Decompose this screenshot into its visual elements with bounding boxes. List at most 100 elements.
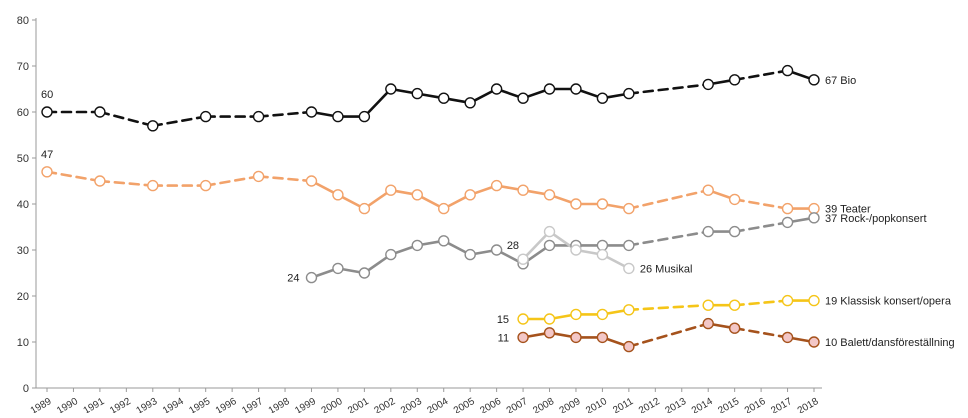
data-point-teater — [358, 202, 371, 215]
x-tick-label: 2004 — [425, 396, 450, 413]
end-label-musikal: 26 Musikal — [640, 263, 693, 275]
series-segment-klassisk-konsert-opera — [733, 299, 789, 307]
series-segment-teater — [257, 175, 313, 183]
data-point-klassisk-konsert-opera — [623, 304, 635, 316]
data-point-rock-popkonsert — [623, 239, 635, 252]
data-point-bio — [41, 106, 53, 118]
data-point-teater — [623, 202, 635, 215]
data-point-teater — [332, 189, 344, 201]
series-segment-teater — [204, 175, 260, 187]
series-segment-bio — [627, 83, 710, 95]
series-segment-teater — [45, 170, 102, 183]
data-point-teater — [41, 166, 53, 178]
x-tick-label: 2009 — [558, 396, 583, 413]
x-tick-label: 1990 — [55, 396, 80, 413]
x-tick-label: 1994 — [161, 396, 186, 413]
end-label-balett-dansf-rest-llning: 10 Balett/dansföreställning — [825, 337, 955, 349]
data-point-bio — [358, 110, 371, 123]
data-point-klassisk-konsert-opera — [781, 294, 794, 307]
data-point-musikal — [596, 248, 609, 261]
data-point-bio — [781, 64, 794, 77]
y-tick-label: 70 — [17, 61, 29, 73]
start-label-teater: 47 — [41, 149, 53, 161]
y-tick-label: 10 — [17, 337, 29, 349]
x-tick-label: 2018 — [796, 396, 821, 413]
data-point-rock-popkonsert — [332, 262, 344, 275]
series-segment-rock-popkonsert — [733, 221, 789, 233]
end-label-bio: 67 Bio — [825, 75, 856, 87]
x-tick-label: 2006 — [478, 396, 503, 413]
x-tick-label: 1991 — [82, 396, 107, 413]
start-label-klassisk-konsert-opera: 15 — [497, 314, 509, 326]
data-point-bio — [438, 92, 450, 104]
series-segment-bio — [151, 115, 207, 128]
data-point-teater — [252, 170, 265, 183]
data-point-teater — [517, 184, 529, 196]
y-tick-label: 50 — [17, 153, 29, 165]
data-point-bio — [728, 74, 741, 86]
data-point-bio — [543, 83, 556, 95]
series-markers — [41, 64, 820, 353]
data-point-teater — [411, 189, 423, 201]
start-label-musikal: 28 — [507, 240, 519, 252]
x-tick-label: 1993 — [135, 396, 160, 413]
data-point-klassisk-konsert-opera — [702, 299, 714, 311]
data-point-bio — [332, 110, 344, 123]
data-point-rock-popkonsert — [305, 271, 318, 284]
y-tick-label: 20 — [17, 291, 29, 303]
x-tick-label: 2015 — [716, 396, 741, 413]
data-point-bio — [517, 92, 529, 104]
data-point-rock-popkonsert — [385, 248, 397, 261]
series-segment-teater — [733, 198, 789, 210]
series-segment-teater — [627, 188, 710, 210]
data-point-balett-dansf-rest-llning — [702, 317, 714, 330]
data-point-musikal — [517, 253, 529, 265]
data-point-rock-popkonsert — [543, 239, 556, 252]
data-point-bio — [623, 87, 635, 100]
data-point-teater — [147, 179, 159, 192]
data-point-klassisk-konsert-opera — [570, 308, 582, 321]
data-point-rock-popkonsert — [808, 212, 820, 224]
x-tick-label: 1997 — [240, 396, 265, 413]
y-tick-label: 30 — [17, 245, 29, 257]
data-point-balett-dansf-rest-llning — [623, 340, 635, 353]
data-point-rock-popkonsert — [702, 225, 714, 238]
data-point-bio — [808, 74, 820, 86]
series-segment-balett-dansf-rest-llning — [733, 326, 789, 339]
data-point-teater — [570, 198, 582, 210]
start-label-rock-popkonsert: 24 — [287, 273, 299, 285]
y-tick-label: 0 — [23, 383, 29, 395]
x-tick-label: 2010 — [584, 396, 609, 413]
data-point-musikal — [570, 244, 582, 256]
x-tick-label: 1999 — [293, 396, 318, 413]
data-point-teater — [305, 175, 318, 187]
data-point-teater — [438, 202, 450, 215]
x-tick-label: 2011 — [611, 396, 636, 413]
y-tick-label: 60 — [17, 107, 29, 119]
series-segment-bio — [257, 110, 313, 118]
data-point-musikal — [623, 262, 635, 275]
y-tick-label: 80 — [17, 15, 29, 27]
x-tick-label: 2016 — [743, 396, 768, 413]
data-point-teater — [596, 198, 609, 210]
data-point-rock-popkonsert — [728, 225, 741, 238]
y-tick-label: 40 — [17, 199, 29, 211]
data-point-balett-dansf-rest-llning — [570, 331, 582, 344]
data-point-klassisk-konsert-opera — [517, 313, 529, 325]
data-point-bio — [385, 83, 397, 95]
data-point-bio — [147, 120, 159, 132]
x-tick-label: 2007 — [505, 396, 530, 413]
data-point-klassisk-konsert-opera — [543, 313, 556, 325]
x-tick-label: 2014 — [690, 396, 715, 413]
data-point-teater — [464, 189, 476, 201]
data-point-rock-popkonsert — [358, 267, 371, 279]
data-point-bio — [94, 106, 106, 118]
data-point-bio — [199, 110, 212, 123]
data-point-rock-popkonsert — [411, 239, 423, 252]
x-tick-label: 1992 — [108, 396, 133, 413]
data-point-teater — [543, 189, 556, 201]
data-point-teater — [702, 184, 714, 196]
data-point-klassisk-konsert-opera — [728, 299, 741, 311]
